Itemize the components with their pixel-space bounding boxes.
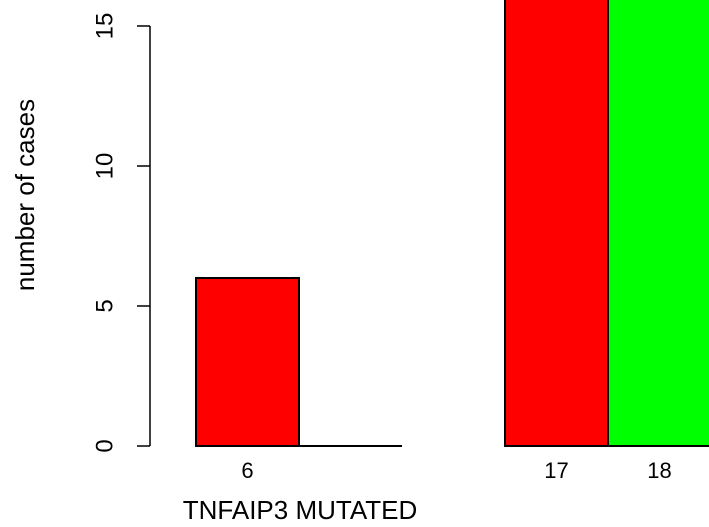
- y-tick-label-0: 0: [91, 439, 118, 452]
- bar-count-label-1-0: 17: [544, 458, 568, 483]
- y-tick-label-15: 15: [91, 13, 118, 40]
- x-axis-label: TNFAIP3 MUTATED: [183, 495, 418, 525]
- bar-0-0: [195, 277, 300, 447]
- y-tick-label-5: 5: [91, 299, 118, 312]
- bars: 6 17 18: [195, 0, 709, 483]
- bar-count-label-1-1: 18: [647, 458, 671, 483]
- y-tick-label-10: 10: [91, 153, 118, 180]
- bar-1-0: [504, 0, 609, 447]
- y-axis: 0 5 10 15: [91, 13, 151, 453]
- y-axis-label: number of cases: [10, 99, 40, 291]
- bar-1-1: [607, 0, 709, 447]
- y-ticks: 0 5 10 15: [91, 13, 150, 453]
- bar-count-label-0-0: 6: [241, 458, 253, 483]
